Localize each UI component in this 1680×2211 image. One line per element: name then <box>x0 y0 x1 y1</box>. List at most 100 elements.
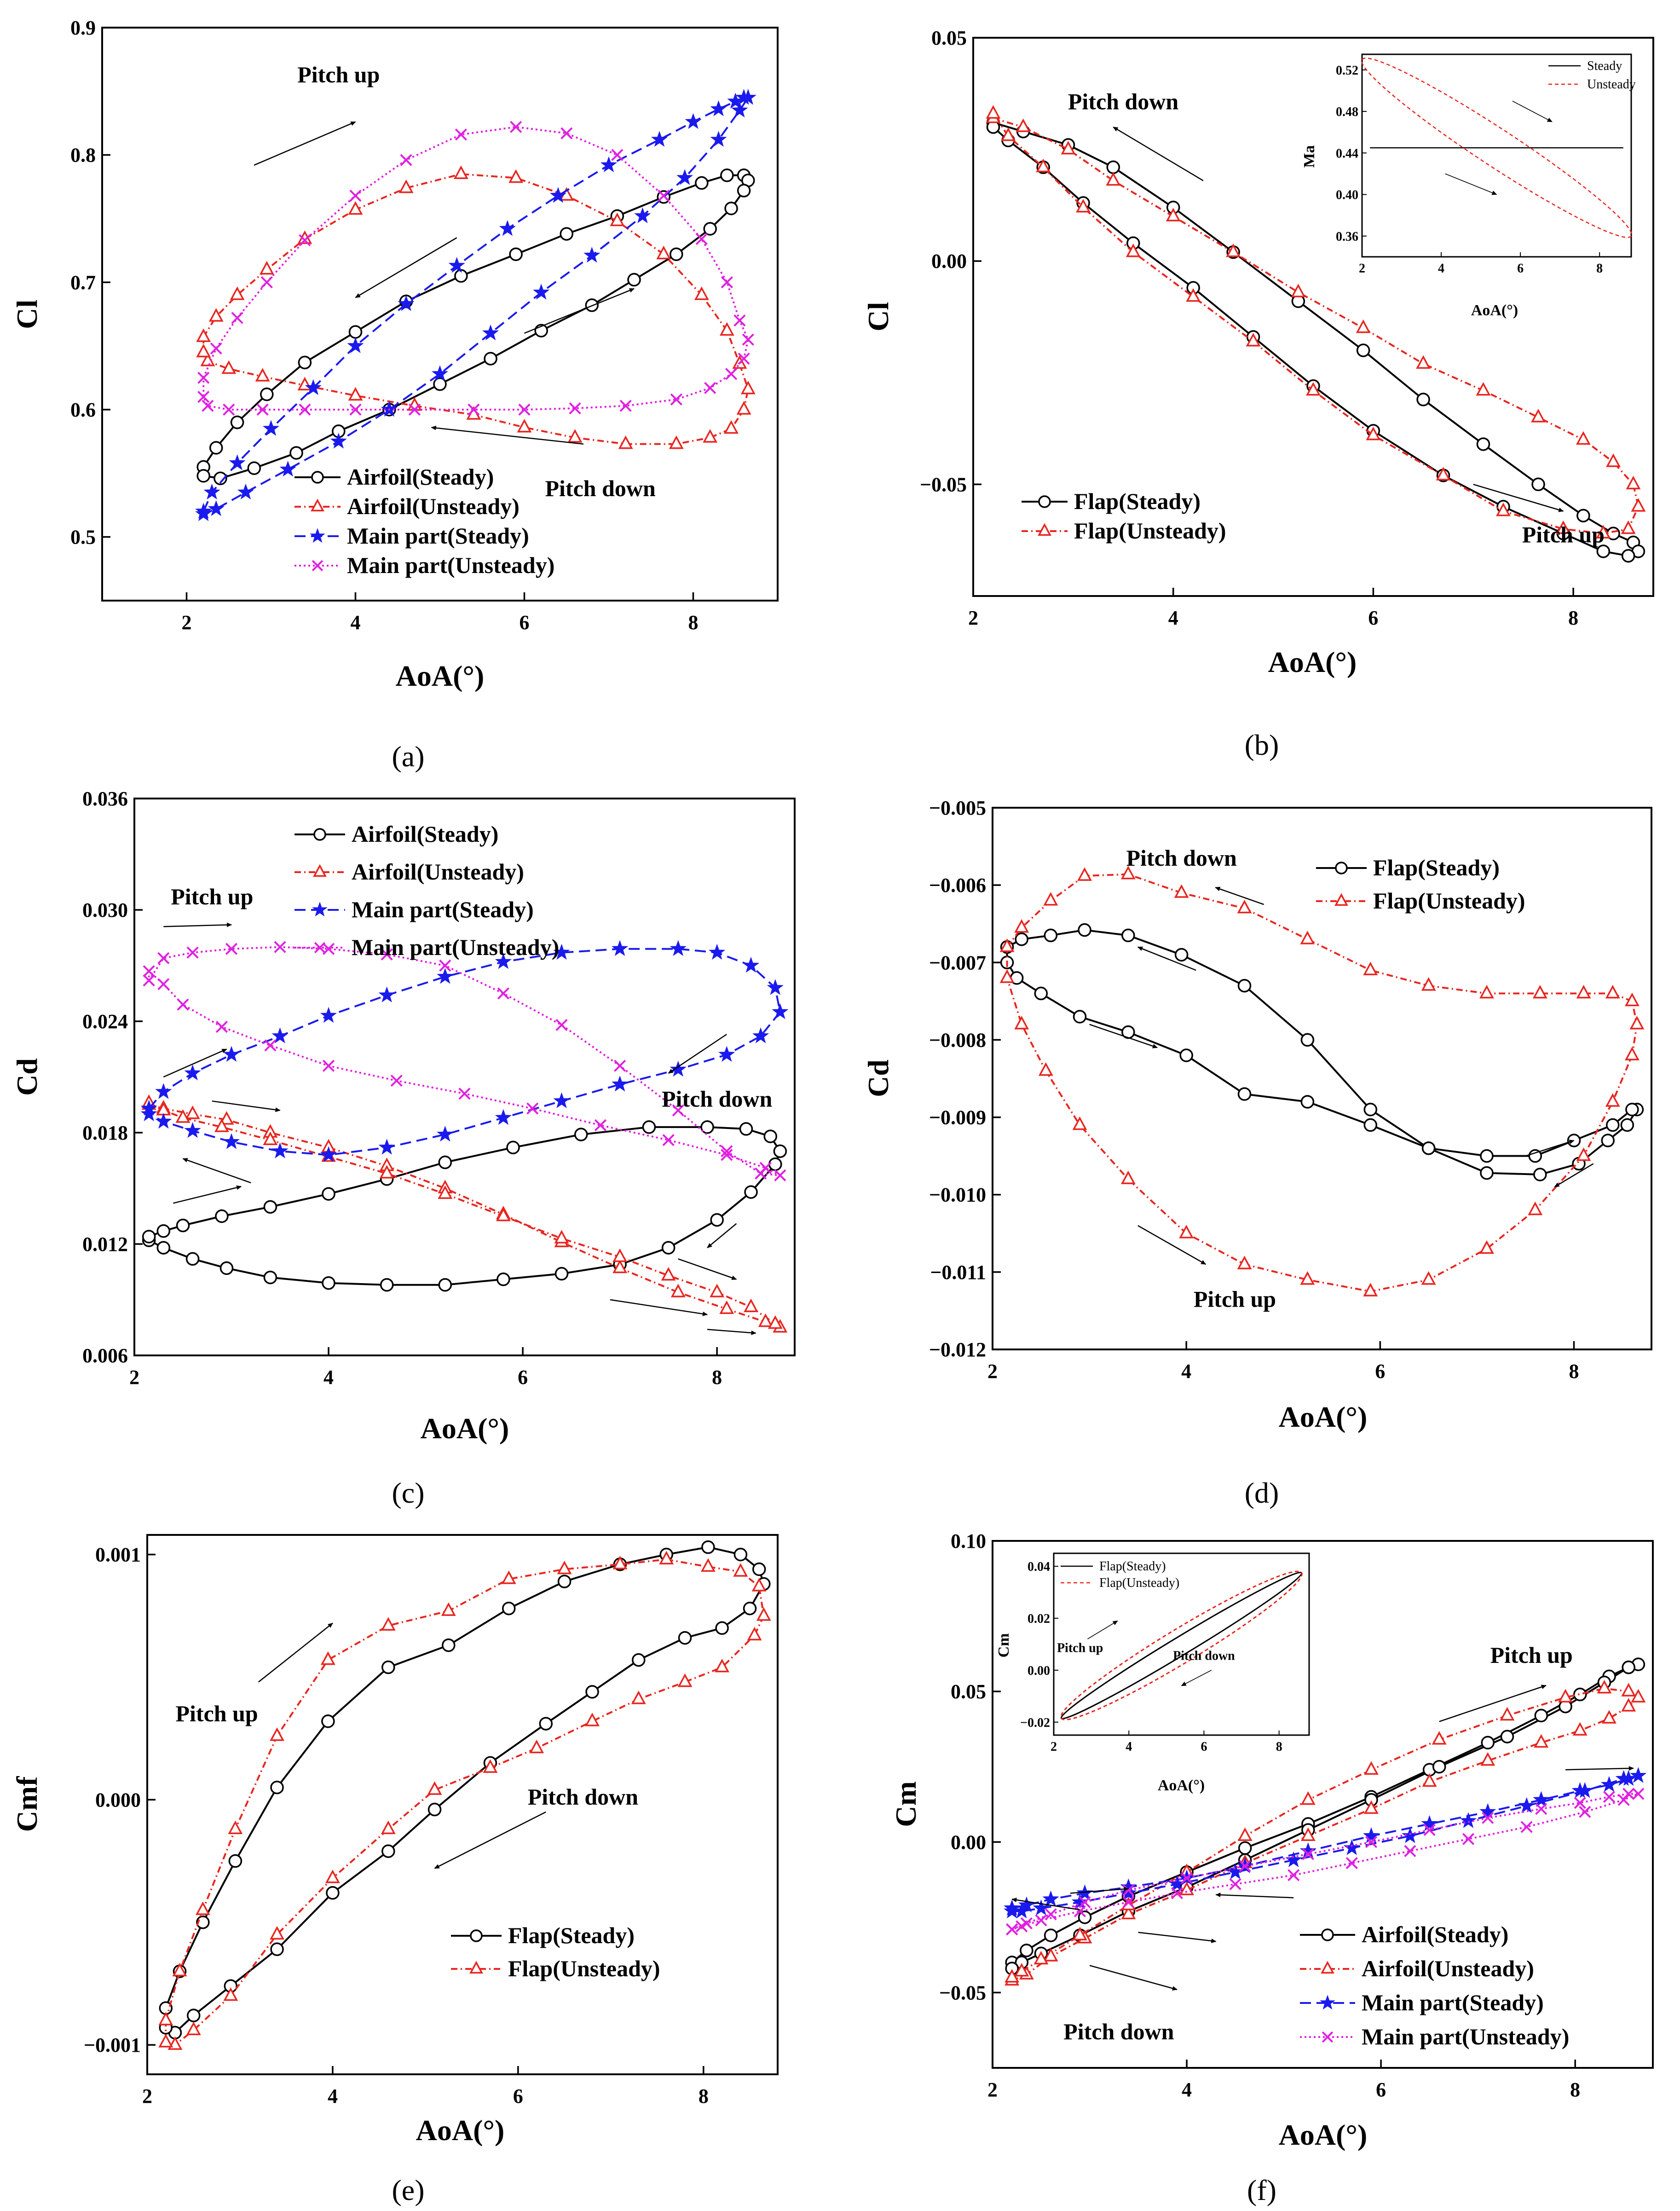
flap-cm-inset-chart: 2 4 6 8 −0.02 0.00 0.02 0.04 Pitch up Pitch down F… <box>995 1552 1310 1794</box>
panel-a-chart: 2 4 6 8 0.5 0.6 0.7 0.8 0.9 Pitch up Pitch down Air… <box>11 17 779 773</box>
x-tick-label: 6 <box>1376 2078 1386 2101</box>
legend-item: Main part(Unsteady) <box>294 552 554 578</box>
data-point <box>539 1717 553 1731</box>
legend-item: Flap(Steady) <box>451 1922 635 1948</box>
annotation-text: Pitch up <box>1057 1641 1103 1655</box>
plot-frame <box>101 27 779 602</box>
data-point <box>1620 1118 1634 1132</box>
legend-label: Flap(Unsteady) <box>1373 888 1525 914</box>
data-point <box>631 1690 646 1704</box>
data-point <box>215 1209 229 1223</box>
annotation-text: Pitch down <box>528 1784 639 1810</box>
data-point <box>1597 1679 1612 1694</box>
x-tick-label: 6 <box>1517 261 1524 276</box>
data-point <box>322 1187 335 1201</box>
data-point <box>172 1962 187 1977</box>
annotation-arrow <box>258 1622 333 1683</box>
data-point <box>612 1259 628 1273</box>
data-point <box>1576 509 1590 523</box>
data-point <box>1042 1890 1059 1906</box>
data-point <box>1630 1767 1647 1783</box>
data-point <box>1500 1707 1515 1721</box>
data-point <box>1122 1896 1135 1909</box>
annotation-arrow <box>1439 1684 1547 1722</box>
series-airfoil-unsteady- <box>196 165 756 449</box>
data-point <box>143 965 155 978</box>
data-point <box>701 1540 715 1554</box>
y-axis-label: Cl <box>11 300 43 329</box>
data-point <box>594 1119 607 1131</box>
legend-item: Main part(Unsteady) <box>1300 2024 1569 2049</box>
data-point <box>1106 172 1121 186</box>
data-point <box>1044 928 1058 943</box>
data-point <box>1363 1283 1378 1297</box>
data-point <box>627 273 641 287</box>
data-point <box>1363 1118 1378 1132</box>
data-point <box>733 1563 748 1577</box>
plot-frame <box>992 807 1652 1350</box>
data-point <box>518 403 531 416</box>
data-point <box>1621 1683 1636 1696</box>
data-point <box>1476 382 1491 396</box>
annotation-arrow <box>254 121 356 166</box>
data-point <box>427 1781 442 1795</box>
data-point <box>398 295 415 311</box>
y-tick-label: −0.001 <box>84 2034 141 2056</box>
series-line <box>202 174 749 480</box>
legend-item: Airfoil(Unsteady) <box>1300 1956 1534 1981</box>
data-point <box>196 1915 210 1929</box>
data-point <box>1363 961 1378 975</box>
data-point <box>585 1685 599 1699</box>
data-point <box>263 1200 277 1214</box>
data-point <box>1558 1689 1573 1703</box>
data-point <box>1077 867 1092 881</box>
data-point <box>1356 343 1370 358</box>
data-point <box>270 1926 284 1940</box>
plot-frame <box>972 37 1654 597</box>
data-point <box>203 483 220 500</box>
data-point <box>1120 1170 1136 1184</box>
series-airfoil-steady- <box>142 1120 787 1292</box>
data-point <box>700 1120 714 1134</box>
data-point <box>1174 884 1189 898</box>
data-point <box>767 979 784 995</box>
annotation-text: Pitch up <box>1490 1642 1573 1668</box>
y-tick-label: −0.02 <box>1020 1716 1050 1730</box>
data-point <box>1460 1812 1477 1828</box>
data-point <box>1479 984 1494 999</box>
legend-item: Airfoil(Unsteady) <box>294 859 524 885</box>
data-point <box>721 1149 733 1161</box>
data-point <box>186 2021 201 2035</box>
data-point <box>1246 333 1261 347</box>
y-axis-label: Cm <box>889 1781 922 1827</box>
data-point <box>1421 977 1436 991</box>
data-point <box>143 974 155 987</box>
data-point <box>1576 1782 1593 1798</box>
data-point <box>612 1556 628 1569</box>
data-point <box>299 403 311 416</box>
data-point <box>312 902 328 917</box>
annotation-arrow <box>1113 127 1204 181</box>
annotation-arrow <box>1011 1898 1080 1910</box>
annotation-text: Pitch down <box>1068 88 1179 114</box>
data-point <box>313 864 327 877</box>
data-point <box>560 127 573 139</box>
data-point <box>441 1602 456 1616</box>
data-point <box>1534 1708 1548 1723</box>
data-point <box>508 169 524 183</box>
data-point <box>1179 1881 1194 1895</box>
data-point <box>1364 1761 1379 1775</box>
y-tick-label: 0.00 <box>931 250 967 272</box>
data-point <box>156 1224 171 1238</box>
data-point <box>311 471 324 484</box>
data-point <box>583 247 600 263</box>
annotation-text: Pitch up <box>176 1701 258 1726</box>
data-point <box>1014 919 1029 933</box>
data-point <box>175 1109 191 1123</box>
data-point <box>676 169 693 185</box>
y-tick-label: 0.8 <box>70 144 96 167</box>
data-point <box>736 401 751 415</box>
data-point <box>223 1987 238 2001</box>
data-point <box>768 1315 783 1329</box>
